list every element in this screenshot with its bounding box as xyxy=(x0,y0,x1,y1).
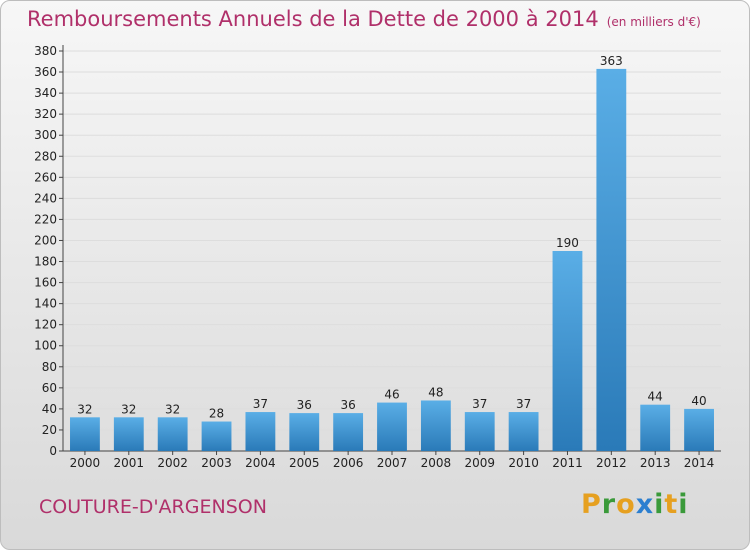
x-tick-label-2002: 2002 xyxy=(157,456,188,470)
proxiti-logo: Proxiti xyxy=(581,489,689,520)
x-tick-label-2012: 2012 xyxy=(596,456,627,470)
bar-2001 xyxy=(113,417,144,451)
data-label-2006: 36 xyxy=(340,398,355,412)
chart-title-text: Remboursements Annuels de la Dette de 20… xyxy=(27,7,599,31)
logo-letter: t xyxy=(664,489,679,520)
y-tick-label: 0 xyxy=(49,444,57,458)
x-tick-label-2011: 2011 xyxy=(552,456,583,470)
x-tick-label-2007: 2007 xyxy=(377,456,408,470)
x-tick-label-2014: 2014 xyxy=(684,456,715,470)
bar-2004 xyxy=(245,412,276,451)
x-tick-label-2013: 2013 xyxy=(640,456,671,470)
labels: 0 20 40 60 80 100 120 140 160 180 200 220 240 260 280 3… xyxy=(34,44,714,470)
y-tick-label: 340 xyxy=(34,86,57,100)
y-tick-label: 20 xyxy=(42,423,57,437)
data-label-2000: 32 xyxy=(77,402,92,416)
bar-2003 xyxy=(201,421,232,451)
logo-letter: P xyxy=(581,489,602,520)
chart-title: Remboursements Annuels de la Dette de 20… xyxy=(27,7,701,31)
logo-letter: o xyxy=(616,489,636,520)
x-tick-label-2001: 2001 xyxy=(114,456,145,470)
bar-2006 xyxy=(333,413,364,451)
x-tick-label-2000: 2000 xyxy=(70,456,101,470)
bar-2013 xyxy=(640,404,671,451)
chart-unit: (en milliers d'€) xyxy=(606,15,701,29)
x-tick-label-2009: 2009 xyxy=(464,456,495,470)
x-tick-label-2008: 2008 xyxy=(421,456,452,470)
y-tick-label: 180 xyxy=(34,255,57,269)
y-tick-label: 300 xyxy=(34,128,57,142)
logo-letter: i xyxy=(678,489,689,520)
data-label-2010: 37 xyxy=(516,397,531,411)
data-label-2002: 32 xyxy=(165,402,180,416)
x-tick-label-2006: 2006 xyxy=(333,456,364,470)
data-label-2004: 37 xyxy=(253,397,268,411)
bar-2007 xyxy=(377,402,407,451)
logo-letter: r xyxy=(601,489,617,520)
bar-2011 xyxy=(552,251,583,451)
data-label-2005: 36 xyxy=(297,398,312,412)
y-tick-label: 140 xyxy=(34,297,57,311)
y-tick-label: 320 xyxy=(34,107,57,121)
data-label-2013: 44 xyxy=(648,390,663,404)
data-label-2009: 37 xyxy=(472,397,487,411)
y-tick-label: 80 xyxy=(42,360,57,374)
y-tick-label: 240 xyxy=(34,191,57,205)
bar-2002 xyxy=(157,417,188,451)
y-tick-label: 40 xyxy=(42,402,57,416)
bar-2008 xyxy=(420,400,451,451)
x-tick-label-2003: 2003 xyxy=(201,456,232,470)
commune-name: COUTURE-D'ARGENSON xyxy=(39,496,267,518)
y-tick-label: 360 xyxy=(34,65,57,79)
bar-2005 xyxy=(289,413,320,451)
x-tick-label-2010: 2010 xyxy=(508,456,539,470)
y-tick-label: 60 xyxy=(42,381,57,395)
y-tick-label: 160 xyxy=(34,276,57,290)
data-label-2008: 48 xyxy=(428,385,443,399)
data-label-2007: 46 xyxy=(384,388,399,402)
y-tick-label: 380 xyxy=(34,44,57,58)
y-tick-label: 200 xyxy=(34,233,57,247)
data-label-2011: 190 xyxy=(556,236,579,250)
logo-letter: x xyxy=(635,489,655,520)
bar-2012 xyxy=(596,68,627,451)
bar-2010 xyxy=(508,412,539,451)
bar-2009 xyxy=(464,412,495,451)
y-tick-label: 260 xyxy=(34,170,57,184)
data-label-2012: 363 xyxy=(600,54,623,68)
data-label-2003: 28 xyxy=(209,407,224,421)
data-label-2001: 32 xyxy=(121,402,136,416)
data-label-2014: 40 xyxy=(691,394,706,408)
bar-2014 xyxy=(684,408,714,451)
bars xyxy=(70,68,714,451)
y-tick-label: 220 xyxy=(34,212,57,226)
x-tick-label-2005: 2005 xyxy=(289,456,320,470)
y-tick-label: 120 xyxy=(34,318,57,332)
y-tick-label: 100 xyxy=(34,339,57,353)
logo-letter: i xyxy=(654,489,665,520)
x-tick-label-2004: 2004 xyxy=(245,456,276,470)
bar-2000 xyxy=(70,417,100,451)
y-tick-label: 280 xyxy=(34,149,57,163)
